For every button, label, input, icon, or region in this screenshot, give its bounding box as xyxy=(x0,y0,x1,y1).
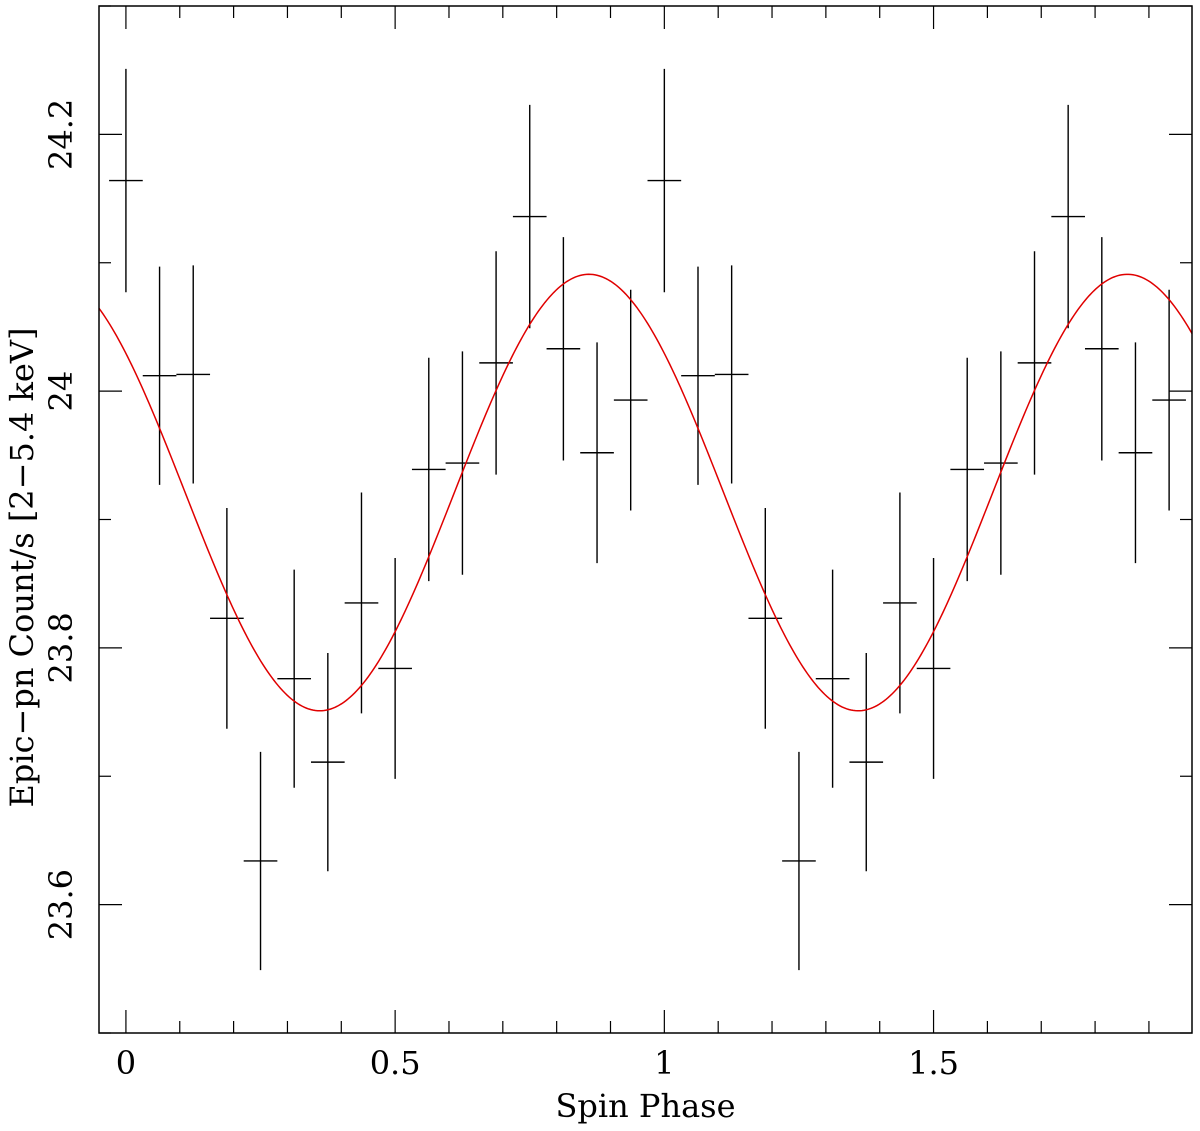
data-point xyxy=(546,237,581,461)
data-point xyxy=(984,351,1018,575)
data-point xyxy=(916,558,951,779)
data-point xyxy=(344,492,379,714)
data-point xyxy=(681,266,715,485)
data-point xyxy=(883,492,917,714)
data-point xyxy=(176,265,211,484)
data-point xyxy=(647,68,682,293)
data-point xyxy=(277,569,312,788)
y-tick-label: 23.6 xyxy=(42,869,80,940)
x-tick-label: 1 xyxy=(654,1044,674,1082)
sine-fit-curve xyxy=(98,273,1193,712)
x-tick-label: 1.5 xyxy=(908,1044,959,1082)
data-point xyxy=(411,357,446,582)
x-axis-title: Spin Phase xyxy=(556,1087,736,1125)
data-point xyxy=(782,751,816,971)
plot-frame xyxy=(98,5,1193,1034)
data-point xyxy=(243,751,278,971)
data-point xyxy=(950,357,985,582)
y-tick-label: 24.2 xyxy=(42,99,80,170)
data-point xyxy=(378,558,412,779)
data-point xyxy=(311,653,345,872)
y-axis-title: Epic−pn Count/s [2−5.4 keV] xyxy=(3,328,41,808)
data-point xyxy=(748,507,783,729)
x-tick-label: 0 xyxy=(116,1044,136,1082)
data-point xyxy=(849,653,884,872)
data-point xyxy=(512,104,547,329)
tick-labels: 0 0.5 1 1.5 23.6 23.8 24 24.2 xyxy=(42,99,959,1082)
data-points xyxy=(109,68,1186,971)
axis-ticks xyxy=(99,5,1192,1034)
data-point xyxy=(445,351,480,575)
data-point xyxy=(109,68,143,293)
y-tick-label: 23.8 xyxy=(42,612,80,683)
data-point xyxy=(580,342,614,564)
data-point xyxy=(1051,104,1085,329)
data-point xyxy=(1118,342,1153,564)
data-point xyxy=(815,569,850,788)
data-point xyxy=(1084,237,1119,461)
data-point xyxy=(479,251,513,475)
data-point xyxy=(142,266,177,485)
data-point xyxy=(613,289,648,511)
data-point xyxy=(1152,289,1186,511)
x-tick-label: 0.5 xyxy=(370,1044,421,1082)
data-point xyxy=(714,265,749,484)
data-point xyxy=(210,507,244,729)
data-point xyxy=(1017,251,1052,475)
y-tick-label: 24 xyxy=(42,371,80,412)
